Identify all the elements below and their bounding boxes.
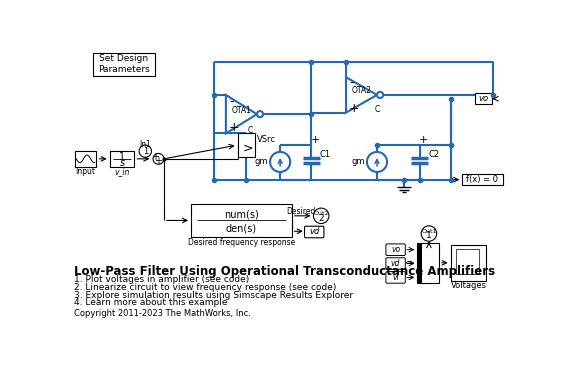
Circle shape (257, 111, 263, 117)
Text: C: C (248, 126, 253, 135)
Text: OTA2: OTA2 (352, 86, 371, 95)
Text: vo: vo (479, 94, 489, 103)
Text: gm: gm (351, 157, 365, 166)
Bar (417, 243, 439, 283)
Text: +: + (419, 135, 428, 145)
Bar (92, 53, 155, 76)
Text: >: > (243, 142, 253, 155)
Bar (191, 204, 292, 237)
FancyBboxPatch shape (386, 258, 405, 269)
Text: vo: vo (391, 245, 400, 254)
Text: Set Design
Parameters: Set Design Parameters (98, 55, 150, 74)
Text: C1: C1 (320, 150, 331, 159)
Bar (462, 174, 502, 185)
Text: Desired: Desired (286, 208, 316, 217)
Text: In1: In1 (139, 140, 151, 149)
Text: OTA1: OTA1 (231, 106, 251, 115)
Circle shape (377, 92, 383, 98)
Bar (238, 134, 255, 157)
Text: 1. Plot voltages in amplifier (see code): 1. Plot voltages in amplifier (see code) (74, 275, 249, 284)
Text: vd: vd (309, 227, 319, 236)
Bar (475, 94, 493, 104)
Text: gm: gm (254, 157, 268, 166)
Text: Voltages: Voltages (450, 280, 486, 289)
Circle shape (153, 153, 164, 164)
Text: -: - (349, 76, 354, 89)
Text: Input: Input (75, 167, 96, 176)
Circle shape (270, 152, 290, 172)
Text: 4. Learn more about this example: 4. Learn more about this example (74, 298, 227, 307)
Text: VSrc: VSrc (257, 135, 276, 144)
Bar (75, 151, 96, 166)
Circle shape (367, 152, 387, 172)
Text: s: s (120, 158, 125, 168)
FancyBboxPatch shape (386, 244, 405, 255)
Text: Out1: Out1 (421, 229, 437, 234)
Text: +: + (310, 135, 320, 145)
Text: Low-Pass Filter Using Operational Transconductance Amplifiers: Low-Pass Filter Using Operational Transc… (74, 265, 495, 278)
Text: f(x) = 0: f(x) = 0 (467, 175, 498, 184)
Text: 2: 2 (319, 214, 324, 223)
Circle shape (139, 145, 151, 157)
Bar (417, 243, 422, 283)
Text: +: + (229, 121, 240, 134)
Bar (456, 249, 479, 273)
Text: Out2: Out2 (314, 211, 329, 216)
Text: 2. Linearize circuit to view frequency response (see code): 2. Linearize circuit to view frequency r… (74, 283, 336, 292)
Text: +: + (349, 101, 359, 114)
Circle shape (314, 208, 329, 224)
FancyBboxPatch shape (386, 272, 405, 283)
Text: 1: 1 (426, 232, 432, 240)
FancyBboxPatch shape (304, 226, 324, 238)
Text: Copyright 2011-2023 The MathWorks, Inc.: Copyright 2011-2023 The MathWorks, Inc. (74, 309, 251, 318)
Bar (109, 151, 134, 166)
Text: Desired frequency response: Desired frequency response (188, 238, 295, 247)
Circle shape (421, 226, 437, 241)
Text: den(s): den(s) (226, 223, 257, 233)
Text: 3. Explore simulation results using Simscape Results Explorer: 3. Explore simulation results using Sims… (74, 291, 353, 300)
Text: v_in: v_in (115, 167, 130, 176)
Bar (451, 245, 485, 280)
Text: vd: vd (391, 259, 400, 268)
Text: vi: vi (392, 273, 399, 282)
Text: 1: 1 (143, 147, 148, 156)
Text: +: + (151, 151, 159, 162)
Text: +: + (154, 156, 163, 166)
Text: 1: 1 (119, 151, 125, 162)
Text: C: C (374, 105, 380, 114)
Text: -: - (229, 95, 234, 108)
Text: C2: C2 (428, 150, 439, 159)
Text: num(s): num(s) (224, 209, 259, 219)
